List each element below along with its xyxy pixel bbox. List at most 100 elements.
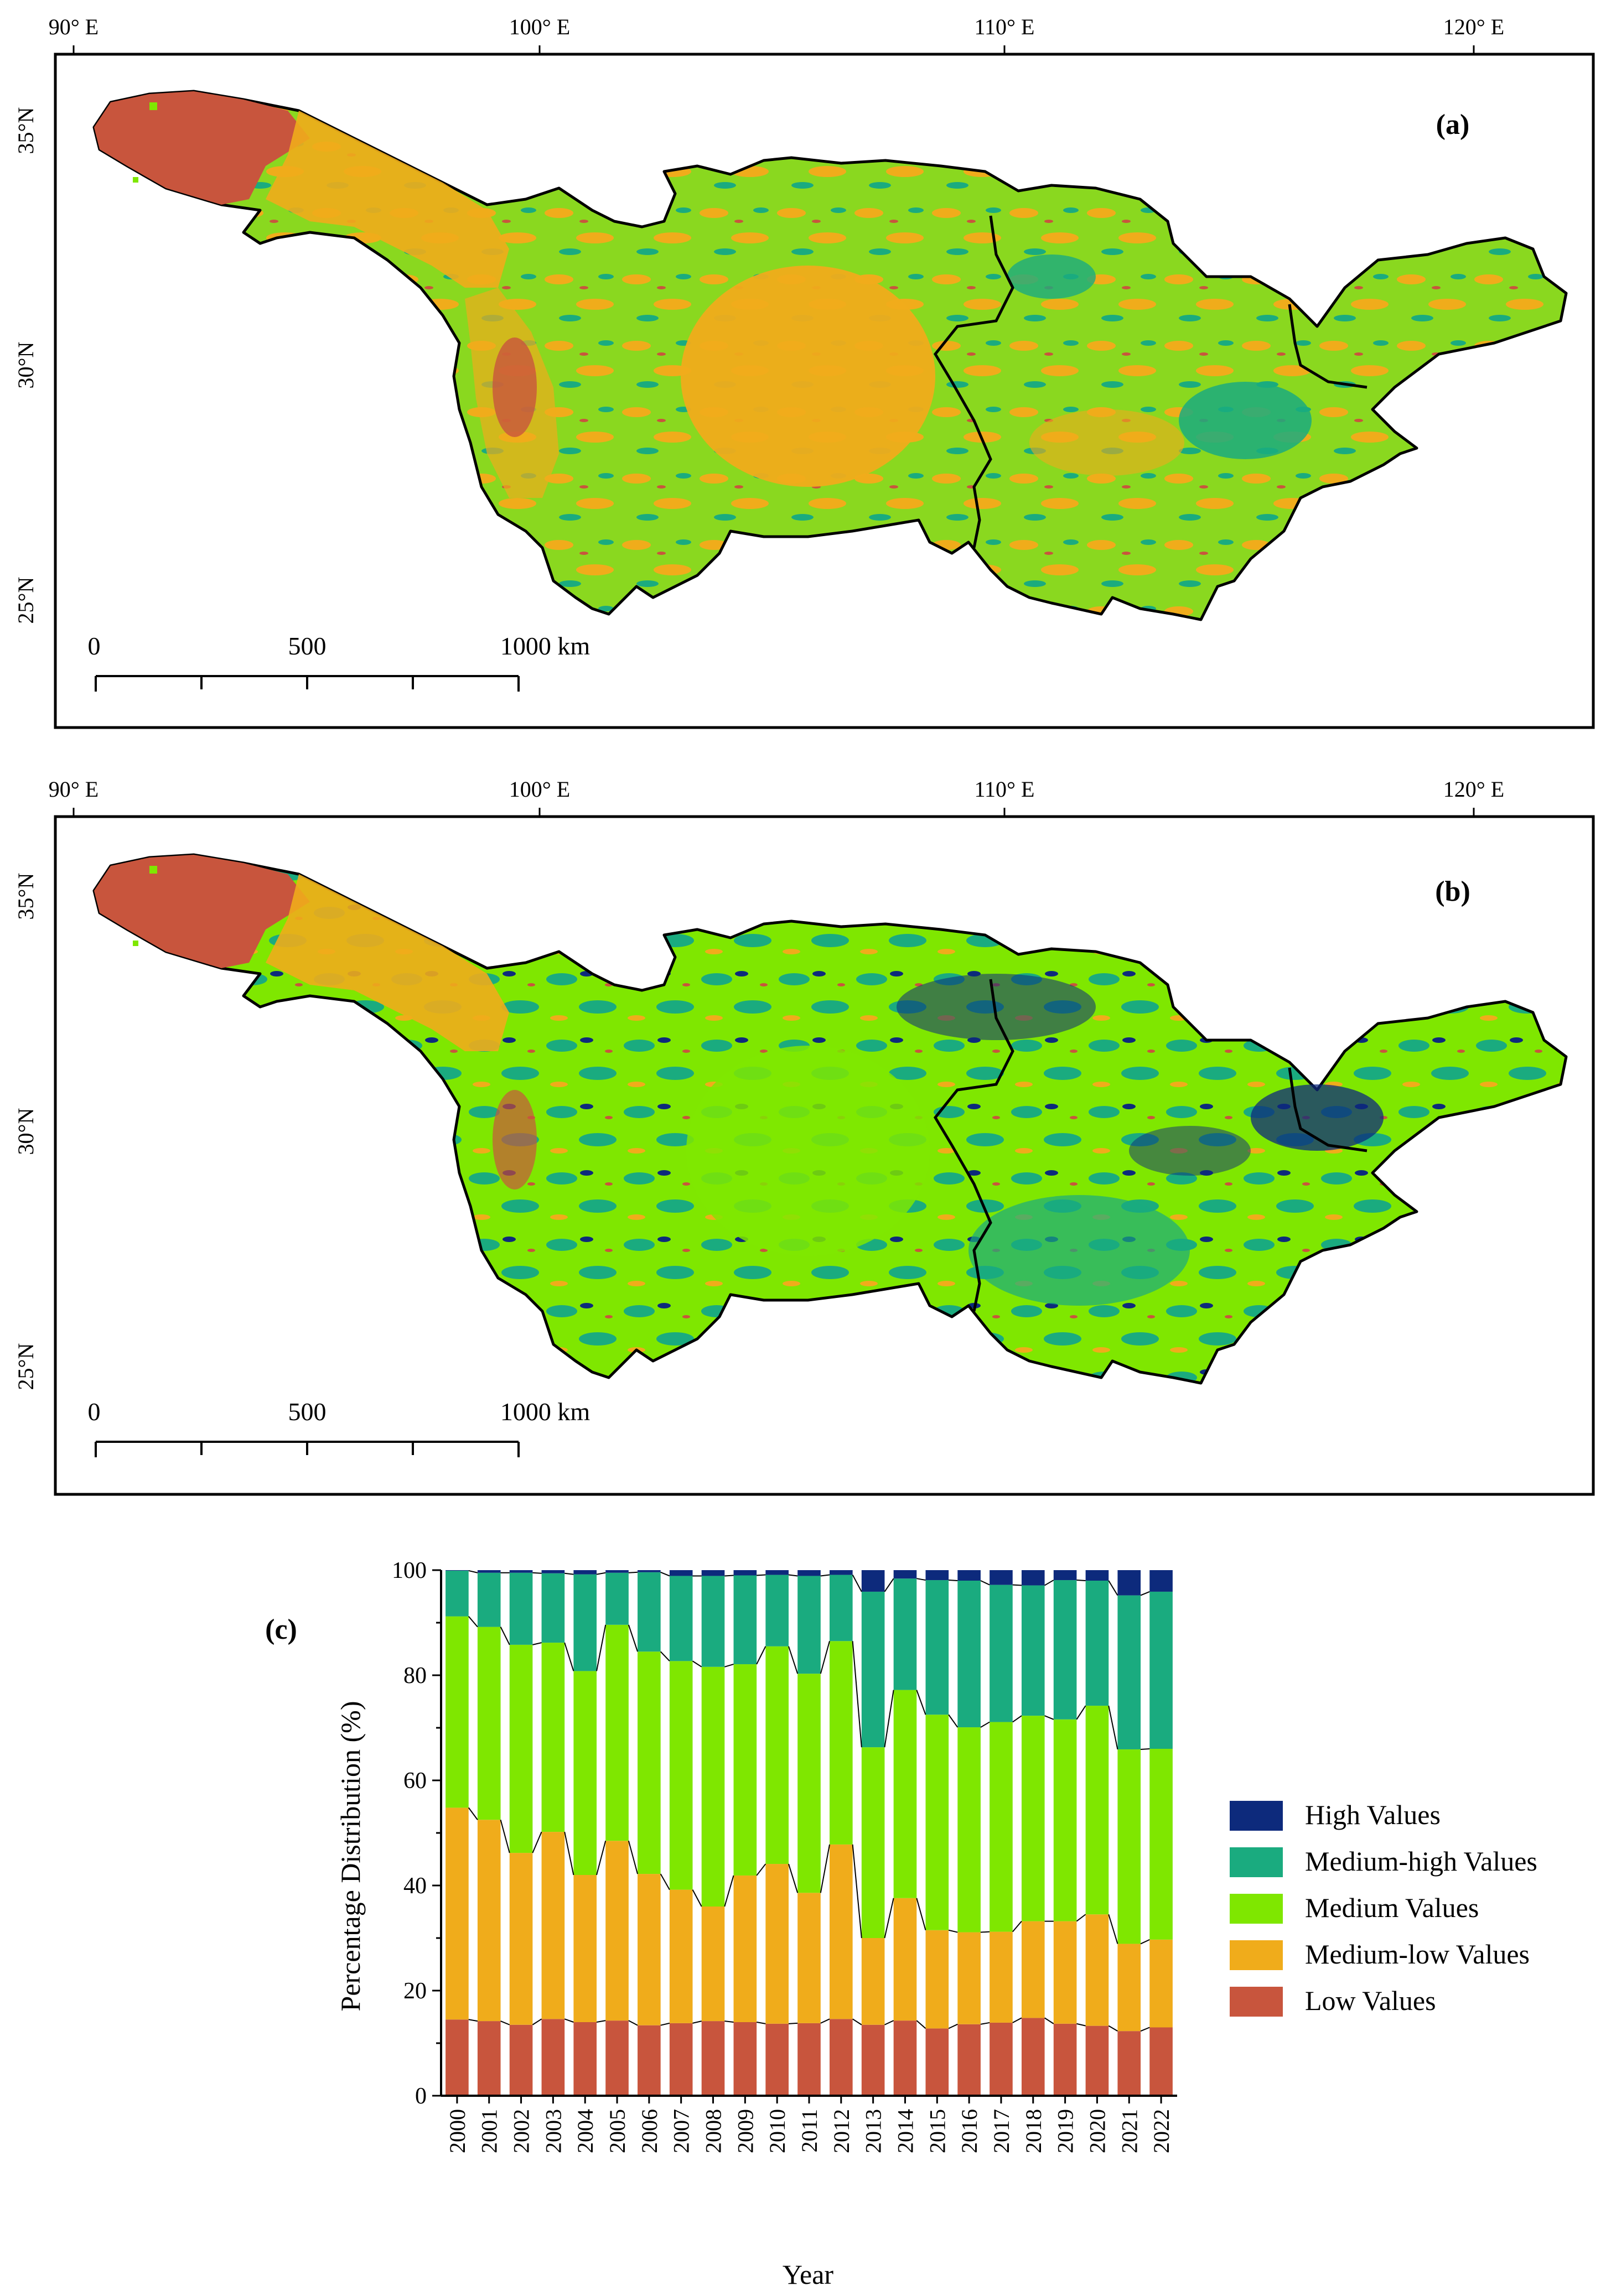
connector-medium-high-values-6 <box>660 1571 670 1577</box>
bar-segment-2016-medium-low-values <box>957 1932 981 2024</box>
bar-segment-2007-medium-values <box>669 1661 693 1890</box>
connector-medium-values-15 <box>948 1714 959 1728</box>
bar-segment-2011-high-values <box>797 1570 821 1576</box>
connector-medium-high-values-5 <box>628 1571 638 1573</box>
y-tick-label-0: 0 <box>415 2084 427 2109</box>
connector-medium-values-5 <box>628 1624 638 1652</box>
map-b-lat-label-30: 30°N <box>13 1108 38 1155</box>
connector-medium-values-2 <box>532 1642 542 1645</box>
connector-low-values-20 <box>1108 2025 1118 2032</box>
bar-segment-2000-medium-values <box>446 1616 469 1808</box>
connector-medium-low-values-15 <box>948 1929 958 1933</box>
bar-segment-2006-medium-values <box>638 1651 661 1874</box>
x-tick-label-2015: 2015 <box>925 2109 950 2153</box>
bar-segment-2001-medium-values <box>477 1627 501 1820</box>
bar-segment-2018-medium-values <box>1021 1716 1045 1921</box>
bar-segment-2018-high-values <box>1021 1570 1045 1586</box>
map-b-lon-ticks <box>72 808 1475 817</box>
map-a-lon-label-100: 100° E <box>509 14 570 39</box>
bar-segment-2004-medium-values <box>573 1671 597 1875</box>
bar-segment-2002-medium-low-values <box>509 1853 533 2025</box>
map-b-panel: 90° E 100° E 110° E 120° E 35°N 30°N 25°… <box>13 777 1595 1496</box>
connector-low-values-6 <box>660 2022 670 2026</box>
map-b-boundary-line-east <box>1288 1067 1367 1152</box>
connector-medium-low-values-1 <box>500 1819 510 1853</box>
bar-segment-2005-low-values <box>605 2020 629 2096</box>
bar-segment-2016-medium-high-values <box>957 1581 981 1728</box>
bar-segment-2021-low-values <box>1117 2031 1141 2096</box>
bar-segment-2013-medium-low-values <box>861 1938 885 2025</box>
bar-segment-2021-high-values <box>1117 1570 1141 1596</box>
x-tick-label-2014: 2014 <box>893 2109 918 2153</box>
map-a-frame <box>54 53 1595 729</box>
map-b-panel-label-group: (b) <box>1435 876 1470 907</box>
map-a-scale-bar: 0 500 1000 km <box>88 632 590 692</box>
map-a-west-lowspots <box>493 337 537 437</box>
x-tick-label-2011: 2011 <box>797 2109 822 2153</box>
map-b-west-lowspots <box>493 1090 537 1189</box>
bar-segment-2017-medium-high-values <box>990 1585 1013 1722</box>
bar-segment-2018-medium-high-values <box>1021 1585 1045 1716</box>
map-b-scale-bar: 0 500 1000 km <box>88 1398 590 1457</box>
connector-medium-values-17 <box>1012 1715 1022 1723</box>
map-b-east-dark-2 <box>1129 1126 1251 1176</box>
connector-medium-low-values-7 <box>692 1889 702 1907</box>
map-b-scale-label-1000: 1000 km <box>500 1398 590 1426</box>
bar-segment-2016-high-values <box>957 1570 981 1581</box>
bar-segment-2021-medium-values <box>1117 1749 1141 1944</box>
connector-medium-high-values-15 <box>949 1580 958 1581</box>
legend-label-medium-low-values: Medium-low Values <box>1305 1939 1530 1970</box>
connector-medium-values-9 <box>756 1646 766 1665</box>
connector-low-values-1 <box>500 2020 510 2025</box>
bar-segment-2014-low-values <box>893 2020 917 2096</box>
bar-segment-2008-medium-values <box>701 1666 725 1907</box>
legend-label-medium-high-values: Medium-high Values <box>1305 1846 1537 1877</box>
connector-medium-high-values-21 <box>1140 1591 1150 1596</box>
bar-segment-2001-medium-high-values <box>477 1572 501 1627</box>
map-a-lat-label-30: 30°N <box>13 342 38 389</box>
map-a-lon-label-90: 90° E <box>49 14 99 39</box>
connector-medium-low-values-9 <box>756 1863 766 1876</box>
bar-segment-2002-medium-high-values <box>509 1572 533 1645</box>
map-a-boundary-line-east <box>1288 304 1367 389</box>
map-a-scale-label-1000: 1000 km <box>500 632 590 660</box>
bar-segment-2015-low-values <box>925 2028 949 2096</box>
bar-segment-2009-medium-high-values <box>733 1575 757 1665</box>
x-tick-label-2005: 2005 <box>605 2109 630 2153</box>
bar-segment-2017-medium-low-values <box>990 1931 1013 2023</box>
bar-segment-2000-medium-low-values <box>446 1807 469 2020</box>
connector-low-values-0 <box>468 2019 478 2022</box>
x-tick-label-2000: 2000 <box>445 2109 470 2153</box>
x-tick-label-2003: 2003 <box>541 2109 566 2153</box>
bar-segment-2004-medium-high-values <box>573 1574 597 1671</box>
bar-segment-2003-low-values <box>541 2019 565 2096</box>
map-a-sichuan-basin <box>681 266 935 487</box>
map-b-boundary-line <box>933 979 1014 1312</box>
bar-segment-2008-medium-low-values <box>701 1907 725 2022</box>
legend-swatch-medium-low-values <box>1230 1940 1283 1970</box>
bar-segment-2002-low-values <box>509 2024 533 2096</box>
connector-low-values-15 <box>948 2023 958 2029</box>
x-tick-label-2016: 2016 <box>957 2109 982 2153</box>
connector-low-values-19 <box>1076 2023 1086 2027</box>
bar-segment-2009-low-values <box>733 2022 757 2096</box>
legend-label-medium-values: Medium Values <box>1305 1892 1479 1923</box>
connector-medium-low-values-17 <box>1012 1920 1022 1933</box>
connector-medium-high-values-16 <box>980 1580 990 1586</box>
connector-medium-values-3 <box>564 1642 574 1671</box>
connector-low-values-13 <box>884 2020 894 2025</box>
connector-low-values-14 <box>916 2020 926 2029</box>
bar-segment-2022-medium-values <box>1149 1749 1173 1940</box>
connector-low-values-7 <box>692 2020 702 2024</box>
bar-segment-2004-low-values <box>573 2022 597 2096</box>
chart-legend: High Values Medium-high Values Medium Valu… <box>1230 1799 1537 2017</box>
x-tick-label-2002: 2002 <box>509 2109 534 2153</box>
connector-medium-high-values-3 <box>564 1572 574 1575</box>
connector-medium-high-values-0 <box>468 1570 478 1573</box>
bar-segment-2008-low-values <box>701 2021 725 2096</box>
bar-segment-2020-medium-values <box>1085 1706 1109 1915</box>
x-tick-label-2020: 2020 <box>1085 2109 1110 2153</box>
connector-medium-values-13 <box>884 1690 894 1748</box>
connector-low-values-12 <box>852 2018 862 2025</box>
